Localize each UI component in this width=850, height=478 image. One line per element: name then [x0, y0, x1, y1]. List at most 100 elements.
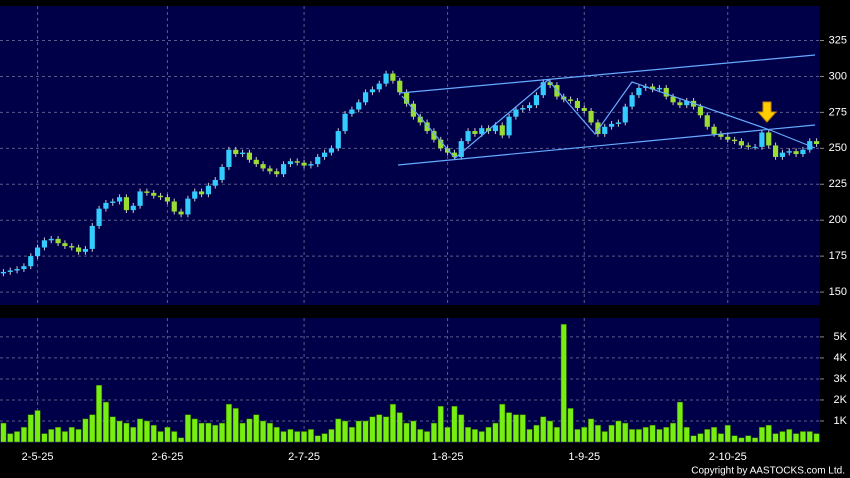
- volume-bar: [519, 414, 526, 443]
- candle-body: [137, 191, 143, 206]
- candle-body: [0, 271, 7, 274]
- volume-bar: [758, 427, 765, 443]
- candle-body: [69, 246, 75, 248]
- candle-body: [185, 198, 191, 215]
- volume-bar: [444, 427, 451, 443]
- volume-bar: [109, 416, 116, 443]
- volume-bar: [0, 422, 7, 443]
- candle-body: [157, 195, 164, 198]
- candle-body: [253, 159, 259, 165]
- y-tick-label: 1K: [834, 415, 848, 427]
- arrow-marker: [756, 101, 778, 123]
- x-tick-label: 2-10-25: [709, 451, 747, 463]
- candle-body: [362, 92, 369, 103]
- y-tick-label: 3K: [834, 373, 848, 385]
- volume-bar: [82, 418, 89, 443]
- channel-upper: [399, 54, 816, 94]
- volume-bar: [424, 431, 431, 443]
- volume-bar: [608, 424, 615, 443]
- volume-bar: [492, 422, 499, 443]
- volume-bar: [417, 429, 424, 443]
- volume-bar: [471, 429, 478, 443]
- candle-body: [171, 201, 177, 212]
- volume-bar: [7, 433, 14, 443]
- volume-bar: [321, 433, 328, 443]
- volume-bar: [20, 427, 27, 443]
- candle-body: [403, 92, 410, 104]
- volume-bar: [793, 433, 800, 443]
- volume-bar: [191, 418, 198, 443]
- candle-body: [766, 132, 772, 146]
- candle-body: [588, 110, 594, 123]
- candle-body: [595, 122, 601, 134]
- candle-body: [499, 125, 505, 136]
- volume-bar: [294, 431, 301, 443]
- volume-bar: [670, 422, 677, 443]
- volume-bar: [458, 414, 465, 443]
- volume-panel: [0, 318, 820, 443]
- candle-body: [390, 73, 396, 81]
- candle-body: [205, 185, 212, 195]
- candle-body: [287, 161, 294, 165]
- volume-bar: [102, 401, 109, 443]
- volume-bar: [786, 429, 793, 443]
- volume-bar: [280, 431, 287, 443]
- candle-body: [212, 179, 218, 186]
- volume-bar: [328, 429, 335, 443]
- volume-bar: [581, 427, 588, 443]
- volume-bar: [198, 422, 205, 443]
- volume-bar: [697, 433, 704, 443]
- volume-bar: [164, 427, 171, 443]
- volume-bar: [635, 429, 642, 443]
- candle-body: [14, 269, 20, 271]
- candle-body: [349, 109, 355, 114]
- candle-body: [75, 247, 82, 252]
- candle-body: [267, 168, 273, 172]
- grid: [0, 6, 820, 442]
- candle-body: [198, 191, 205, 195]
- candle-body: [540, 82, 546, 96]
- candle-body: [663, 87, 669, 97]
- candle-body: [356, 102, 362, 110]
- volume-bar: [225, 403, 232, 443]
- volume-bar: [683, 427, 690, 443]
- candle-body: [164, 197, 171, 202]
- candle-body: [424, 122, 430, 132]
- candle-body: [526, 105, 533, 109]
- candle-body: [123, 197, 130, 211]
- volume-bar: [724, 424, 731, 443]
- candle-body: [752, 146, 758, 148]
- volume-bar: [273, 427, 280, 443]
- volume-bar: [752, 437, 759, 443]
- candle-body: [397, 80, 403, 93]
- volume-bar: [731, 435, 738, 443]
- volume-bar: [560, 324, 567, 443]
- volume-bar: [27, 414, 34, 443]
- candle-body: [130, 205, 136, 211]
- candle-body: [438, 139, 444, 149]
- volume-bar: [745, 435, 752, 443]
- volume-bar: [567, 408, 574, 443]
- volume-bar: [116, 420, 123, 443]
- candle-body: [431, 131, 437, 140]
- candle-body: [82, 248, 89, 252]
- volume-bar: [690, 435, 697, 443]
- candle-body: [342, 113, 348, 132]
- volume-bar: [594, 424, 601, 443]
- candle-body: [48, 238, 54, 241]
- candle-body: [246, 152, 253, 160]
- candle-body: [711, 126, 717, 134]
- candle-body: [21, 266, 27, 270]
- volume-bar: [813, 433, 820, 443]
- candle-body: [506, 116, 512, 136]
- candle-body: [260, 164, 266, 169]
- volume-bar: [335, 418, 342, 443]
- candle-body: [451, 152, 458, 157]
- candle-body: [34, 247, 41, 257]
- volume-bar: [437, 406, 444, 443]
- y-tick-label: 150: [829, 286, 847, 298]
- candle-body: [233, 149, 239, 155]
- y-tick-label: 225: [829, 178, 847, 190]
- volume-bar: [806, 431, 813, 443]
- volume-bar: [184, 414, 191, 443]
